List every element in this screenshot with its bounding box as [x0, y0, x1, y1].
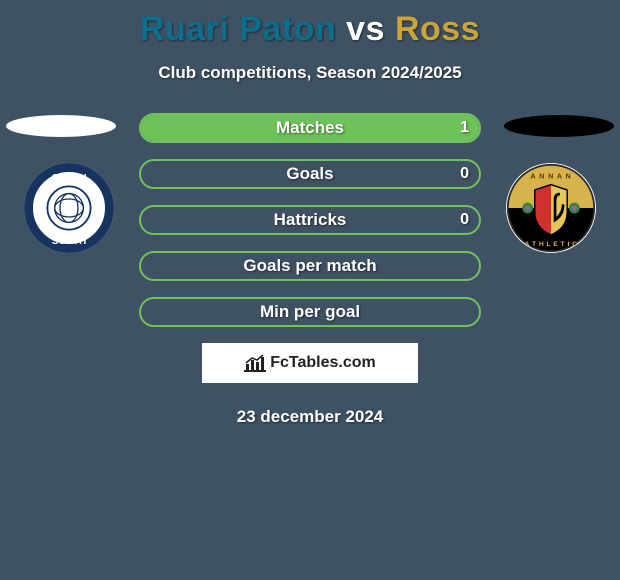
title-player-left: Ruari Paton — [140, 10, 336, 48]
subtitle: Club competitions, Season 2024/2025 — [0, 63, 620, 83]
stat-row: Min per goal — [139, 297, 481, 327]
title-vs: vs — [346, 10, 385, 48]
crest-left-svg: QUEEN SOUTH of the — [24, 163, 114, 253]
brand-text: FcTables.com — [270, 354, 376, 372]
svg-text:of: of — [35, 205, 42, 214]
stat-row: 1Matches — [139, 113, 481, 143]
stat-label: Hattricks — [141, 210, 479, 230]
svg-text:the: the — [94, 205, 105, 214]
club-crest-left: QUEEN SOUTH of the — [24, 163, 114, 253]
stat-label: Min per goal — [141, 302, 479, 322]
svg-text:SOUTH: SOUTH — [52, 236, 87, 247]
stat-row: 0Goals — [139, 159, 481, 189]
stat-label: Goals — [141, 164, 479, 184]
player-left-marker — [6, 115, 116, 137]
stat-row: Goals per match — [139, 251, 481, 281]
brand-chart-icon — [244, 354, 266, 372]
stat-bars: 1Matches 0Goals 0Hattricks Goals per match M… — [139, 113, 481, 327]
date-line: 23 december 2024 — [10, 407, 610, 427]
stat-label: Goals per match — [141, 256, 479, 276]
player-right-marker — [504, 115, 614, 137]
svg-text:A T H L E T I C: A T H L E T I C — [525, 241, 578, 248]
svg-text:QUEEN: QUEEN — [51, 173, 86, 184]
title-player-right: Ross — [395, 10, 480, 48]
page-title: Ruari Paton vs Ross — [0, 0, 620, 49]
crest-right-svg: A N N A N A T H L E T I C — [506, 163, 596, 253]
brand-box[interactable]: FcTables.com — [202, 343, 418, 383]
stat-row: 0Hattricks — [139, 205, 481, 235]
svg-text:A N N A N: A N N A N — [530, 171, 571, 180]
comparison-body: QUEEN SOUTH of the A N N A N A T H L E T… — [0, 113, 620, 427]
club-crest-right: A N N A N A T H L E T I C — [506, 163, 596, 253]
stat-label: Matches — [141, 118, 479, 138]
